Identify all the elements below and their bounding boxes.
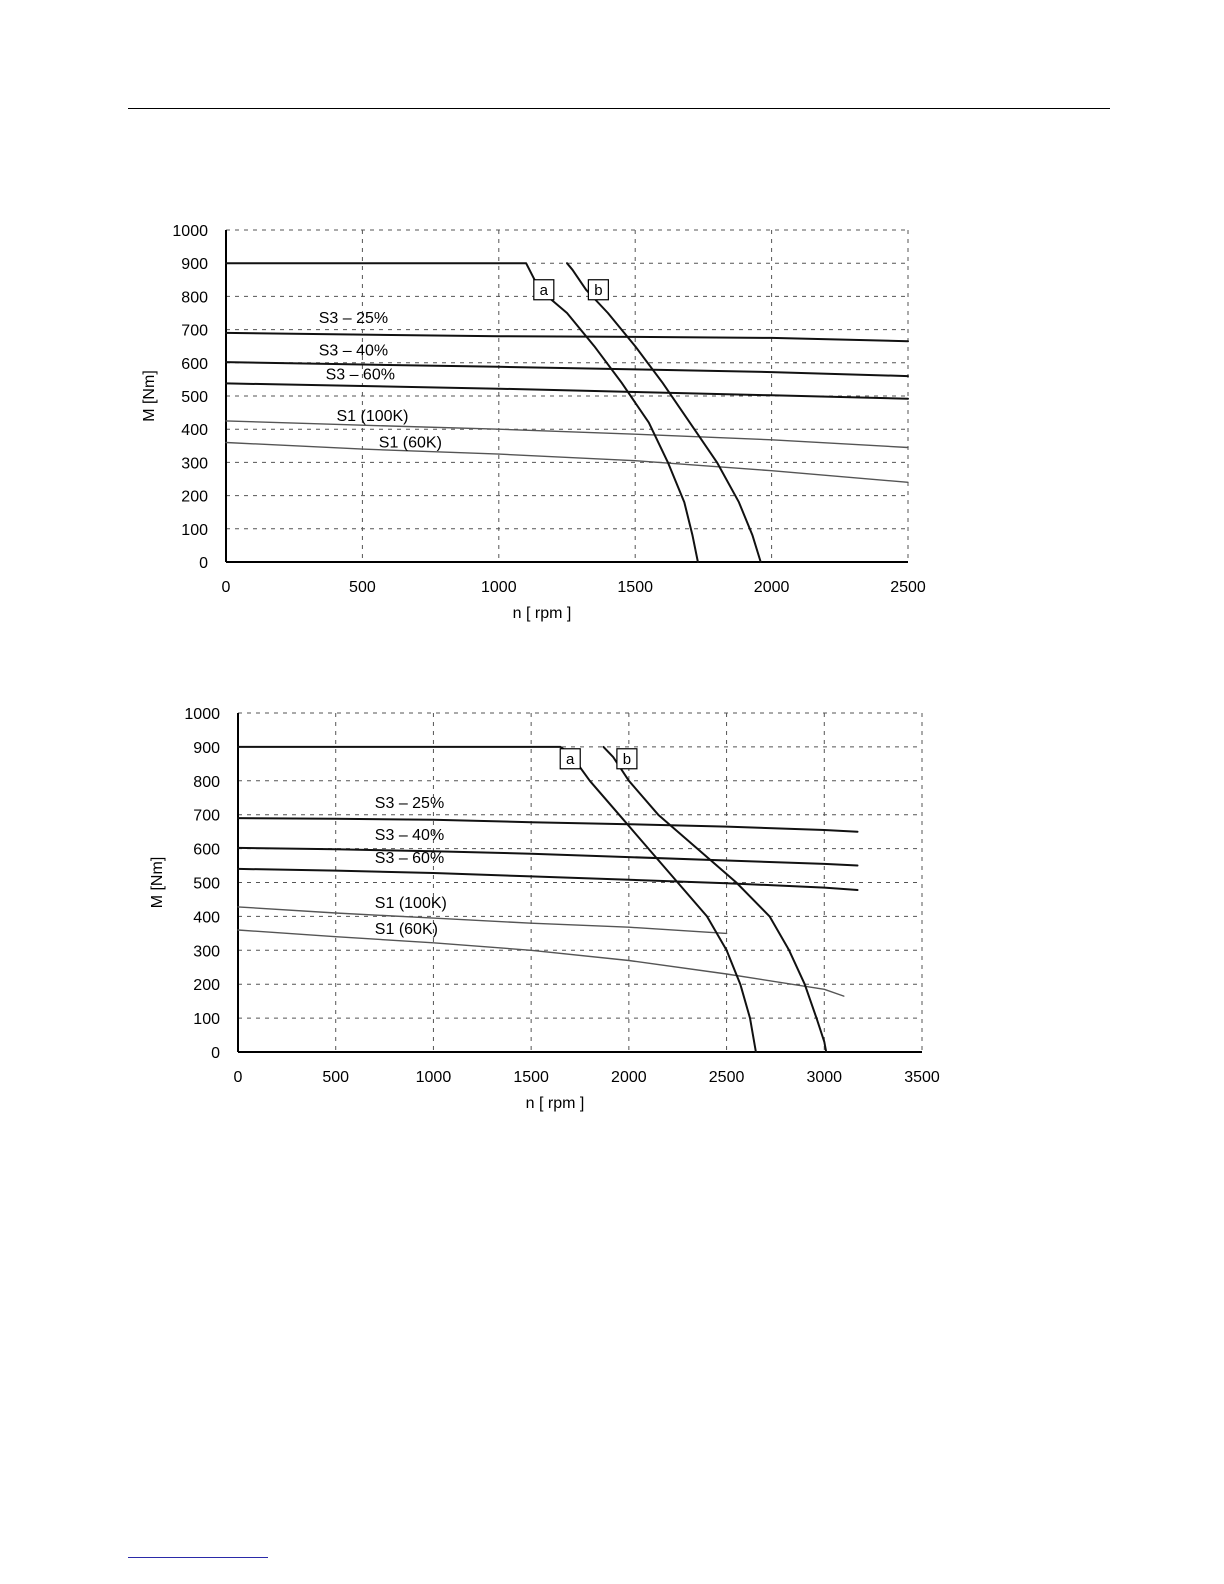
- series-line-s3-40: [225, 361, 909, 378]
- y-tick-label: 900: [193, 740, 220, 757]
- y-tick-label: 800: [193, 774, 220, 791]
- x-tick-label: 1500: [513, 1069, 549, 1086]
- y-tick-label: 400: [181, 422, 208, 439]
- x-axis-title: n [ rpm ]: [513, 605, 572, 622]
- x-tick-label: 2000: [754, 579, 790, 596]
- tag-box-b: [587, 279, 609, 301]
- series-line-s3-25: [225, 331, 909, 343]
- series-line-s1-100k: [225, 420, 909, 449]
- tag-label-a: a: [540, 282, 549, 299]
- x-axis-title: n [ rpm ]: [526, 1095, 585, 1112]
- tag-label-b: b: [594, 282, 602, 299]
- y-tick-label: 1000: [172, 223, 208, 240]
- grid: [238, 712, 923, 1052]
- y-tick-label: 500: [193, 876, 220, 893]
- curve-label-s1-60k: S1 (60K): [375, 921, 438, 938]
- x-tick-label: 2500: [890, 579, 926, 596]
- curve-label-s3-60: S3 – 60%: [375, 850, 444, 867]
- tag-box-a: [533, 279, 555, 301]
- y-tick-label: 300: [181, 455, 208, 472]
- curve-label-s3-40: S3 – 40%: [319, 342, 388, 359]
- series-line-s3-60: [225, 382, 909, 400]
- series-line-b: [602, 745, 828, 1053]
- series-line-s3-25: [237, 817, 859, 833]
- y-tick-label: 700: [193, 808, 220, 825]
- header-rule: [128, 108, 1110, 109]
- x-tick-label: 1000: [416, 1069, 452, 1086]
- grid: [226, 229, 909, 562]
- tag-label-b: b: [623, 751, 631, 768]
- y-tick-label: 100: [181, 522, 208, 539]
- y-tick-label: 700: [181, 323, 208, 340]
- y-tick-label: 600: [193, 842, 220, 859]
- x-tick-label: 500: [349, 579, 376, 596]
- curve-label-s3-60: S3 – 60%: [326, 366, 395, 383]
- x-tick-label: 3500: [904, 1069, 940, 1086]
- y-tick-label: 400: [193, 909, 220, 926]
- x-tick-label: 0: [222, 579, 231, 596]
- y-tick-label: 600: [181, 356, 208, 373]
- x-tick-label: 3000: [806, 1069, 842, 1086]
- y-tick-label: 200: [193, 977, 220, 994]
- tag-label-a: a: [566, 751, 575, 768]
- x-tick-label: 2500: [709, 1069, 745, 1086]
- x-tick-label: 500: [322, 1069, 349, 1086]
- x-tick-label: 1000: [481, 579, 517, 596]
- tag-box-b: [616, 748, 638, 770]
- y-axis-title: M [Nm]: [149, 857, 166, 909]
- tag-box-a: [559, 748, 581, 770]
- series-line-a: [225, 262, 699, 563]
- curve-label-s1-100k: S1 (100K): [375, 895, 447, 912]
- x-tick-label: 2000: [611, 1069, 647, 1086]
- series-line-a: [237, 745, 757, 1053]
- x-tick-label: 1500: [617, 579, 653, 596]
- y-tick-label: 800: [181, 289, 208, 306]
- y-tick-label: 200: [181, 489, 208, 506]
- footnote-rule: [128, 1557, 268, 1558]
- y-axis-title: M [Nm]: [141, 370, 158, 422]
- series-line-b: [566, 262, 762, 563]
- torque-speed-chart-2: 0 100 200 300 400 500 600 700 800 900 1000 0 500 1000…: [149, 706, 940, 1112]
- y-tick-label: 0: [199, 555, 208, 572]
- y-tick-label: 0: [211, 1045, 220, 1062]
- series-line-s3-60: [237, 867, 859, 891]
- torque-speed-chart-1: 0 100 200 300 400 500 600 700 800 900 1000 0 500 1000…: [141, 223, 926, 622]
- y-tick-label: 300: [193, 943, 220, 960]
- x-tick-label: 0: [234, 1069, 243, 1086]
- y-tick-label: 100: [193, 1011, 220, 1028]
- curve-label-s3-25: S3 – 25%: [319, 310, 388, 327]
- series-line-s1-100k: [237, 906, 728, 935]
- curve-label-s3-40: S3 – 40%: [375, 827, 444, 844]
- series-line-s1-60k: [237, 929, 845, 997]
- series-line-s1-60k: [225, 441, 909, 483]
- curve-label-s1-100k: S1 (100K): [336, 408, 408, 425]
- curve-label-s1-60k: S1 (60K): [379, 434, 442, 451]
- y-tick-label: 900: [181, 256, 208, 273]
- y-tick-label: 500: [181, 389, 208, 406]
- y-tick-label: 1000: [184, 706, 220, 723]
- curve-label-s3-25: S3 – 25%: [375, 795, 444, 812]
- series-line-s3-40: [237, 846, 859, 867]
